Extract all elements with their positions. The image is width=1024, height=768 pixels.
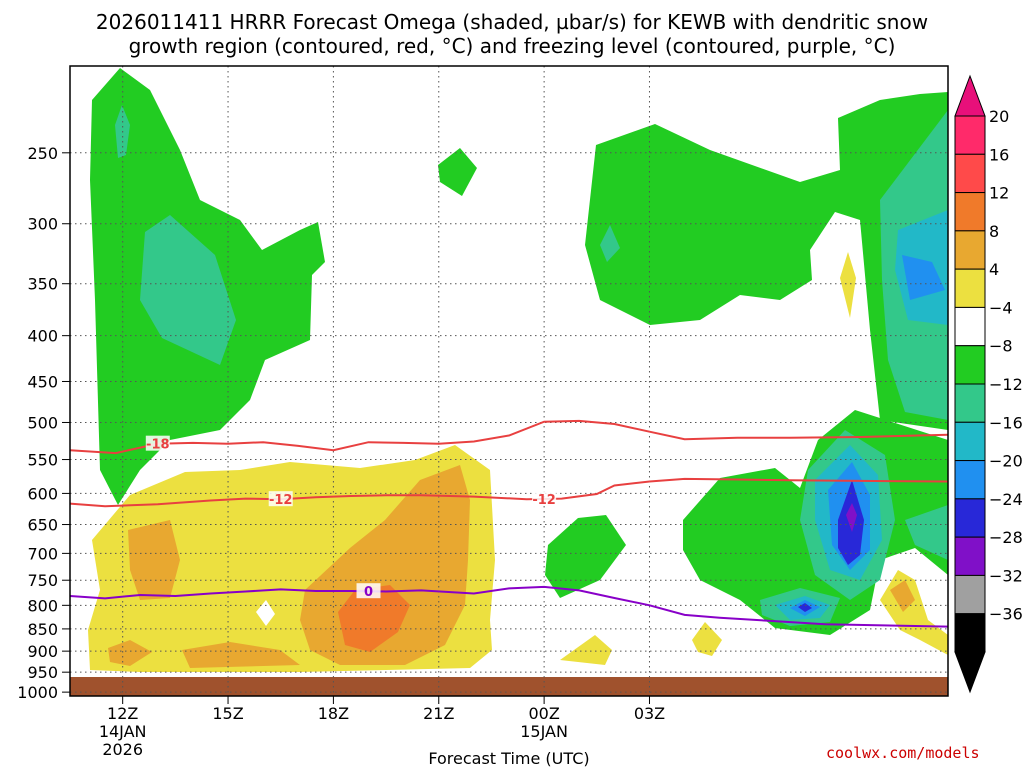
omega-region-yellow-spot-a [560,635,612,665]
y-tick-label-500: 500 [27,413,58,432]
temperature-contours: -18 -12 -12 0 [69,419,949,628]
omega-region-green-upper-right [585,92,948,430]
colorbar-swatch-8 [954,421,986,462]
colorbar: 20 16 12 8 4 −4 −8 −12 −16 −20 −24 −28 −32 −36 [954,74,1023,694]
contour-label--18-0: -18 [146,438,170,453]
colorbar-label-1: 16 [989,145,1009,164]
y-tick-label-800: 800 [27,596,58,615]
contour-label-bg--18-0 [145,435,170,451]
colorbar-swatch-9 [954,460,986,500]
omega-region-blue-a [902,255,945,300]
colorbar-swatch-4 [954,268,986,308]
colorbar-label-10: −24 [989,490,1023,509]
x-tick-label-15Z: 15Z [212,704,243,723]
colorbar-swatch-1 [954,153,986,194]
contour-label--12-1: -12 [532,493,556,508]
x-tick-sublabel-12Z: 14JAN [99,722,147,741]
grid [70,66,948,696]
omega-shading [88,68,948,672]
y-tick-label-1000: 1000 [17,683,58,702]
colorbar-swatch-7 [954,383,986,423]
colorbar-swatch-11 [954,536,986,576]
y-tick-label-650: 650 [27,516,58,535]
colorbar-swatch-10 [954,498,986,538]
contour-label--12-0: -12 [269,493,293,508]
contour-line--18 [69,419,949,455]
colorbar-label-7: −12 [989,375,1023,394]
x-tick-label-03Z: 03Z [634,704,665,723]
x-tick-label-18Z: 18Z [318,704,349,723]
y-tick-label-300: 300 [27,215,58,234]
omega-region-green-mid [545,515,626,598]
omega-region-white-gap [256,600,275,626]
ground-terrain [70,677,948,696]
chart-title-line-2: growth region (contoured, red, °C) and f… [128,34,896,58]
y-tick-label-850: 850 [27,620,58,639]
x-tick-label-00Z: 00Z [528,704,559,723]
credit-text: coolwx.com/models [826,744,980,762]
contour-label-bg-0-0 [356,583,381,599]
colorbar-label-9: −20 [989,452,1023,471]
colorbar-label-11: −28 [989,528,1023,547]
colorbar-label-13: −36 [989,605,1023,624]
colorbar-swatch-6 [954,345,986,385]
x-tick-sublabel-00Z: 15JAN [520,722,568,741]
y-tick-label-250: 250 [27,144,58,163]
colorbar-label-2: 12 [989,184,1009,203]
chart-title-line-1: 2026011411 HRRR Forecast Omega (shaded, … [95,10,929,34]
omega-region-yellow-spot-c [840,252,856,318]
x-tick-year-12Z: 2026 [102,740,143,759]
omega-region-teal-b [140,215,236,365]
omega-region-purple-core [846,503,857,532]
omega-region-orange [338,585,410,652]
contour-label-bg--12-0 [268,491,293,507]
colorbar-swatch-13 [954,613,986,653]
contour-label-bg--12-1 [532,490,557,506]
y-tick-label-400: 400 [27,327,58,346]
y-tick-label-550: 550 [27,451,58,470]
colorbar-swatch-2 [954,192,986,232]
colorbar-bottom-triangle [954,651,986,694]
contour-label-0-0: 0 [364,585,373,600]
colorbar-swatch-3 [954,230,986,270]
colorbar-swatch-0 [954,115,986,155]
contour-line--12 [69,477,949,508]
omega-region-yellow-spot-d [880,570,948,655]
contour-line-0 [69,585,949,628]
y-tick-label-750: 750 [27,571,58,590]
y-tick-label-600: 600 [27,484,58,503]
x-tick-label-21Z: 21Z [423,704,454,723]
colorbar-label-5: −4 [989,298,1013,317]
y-tick-label-900: 900 [27,642,58,661]
y-tick-label-950: 950 [27,663,58,682]
omega-region-teal-g [905,505,948,560]
colorbar-label-3: 8 [989,222,999,241]
colorbar-swatch-5 [954,306,986,347]
y-tick-label-700: 700 [27,544,58,563]
colorbar-label-0: 20 [989,107,1009,126]
x-axis-label: Forecast Time (UTC) [428,749,589,768]
x-tick-label-12Z: 12Z [107,704,138,723]
y-axis: 250 300 350 400 450 500 550 600 650 700 750 800 850 9… [17,144,70,702]
colorbar-label-8: −16 [989,413,1023,432]
colorbar-top-triangle [954,74,986,117]
omega-region-yellow-spot-b [692,622,722,656]
omega-region-orange-light [108,465,915,668]
omega-region-green-spot [438,148,477,196]
colorbar-swatch-12 [954,574,986,615]
omega-region-teal-c [600,225,620,262]
colorbar-label-6: −8 [989,337,1013,356]
colorbar-label-4: 4 [989,260,999,279]
y-tick-label-350: 350 [27,275,58,294]
y-tick-label-450: 450 [27,372,58,391]
colorbar-label-12: −32 [989,566,1023,585]
